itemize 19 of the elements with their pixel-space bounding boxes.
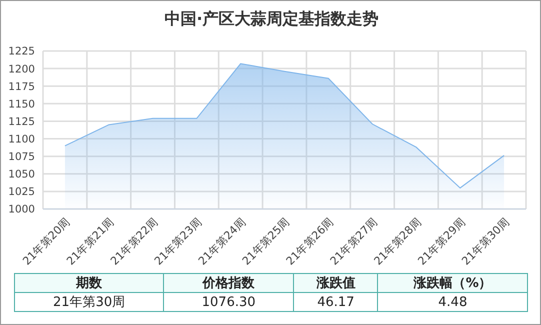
y-tick-label: 1175 [8, 80, 35, 93]
y-tick-label: 1225 [8, 46, 35, 58]
y-tick-label: 1000 [8, 204, 35, 216]
y-tick-label: 1200 [8, 63, 35, 76]
text: 期数 [14, 274, 164, 292]
chart-title: 中国·产区大蒜周定基指数走势 [163, 9, 380, 30]
text: 涨跌值 [294, 274, 378, 292]
y-tick-label: 1025 [8, 186, 35, 198]
y-tick-label: 1125 [8, 116, 35, 128]
y-tick-label: 1075 [8, 151, 35, 164]
y-tick-label: 1050 [8, 168, 35, 181]
text: 46.17 [294, 292, 378, 312]
y-tick-label: 1150 [8, 98, 35, 110]
text: 21年第30周 [14, 292, 164, 312]
text: 1076.30 [164, 292, 294, 312]
text: 4.48 [378, 292, 528, 312]
text: 价格指数 [164, 274, 294, 292]
text: 涨跌幅（%） [378, 274, 528, 292]
y-tick-label: 1100 [8, 134, 35, 146]
